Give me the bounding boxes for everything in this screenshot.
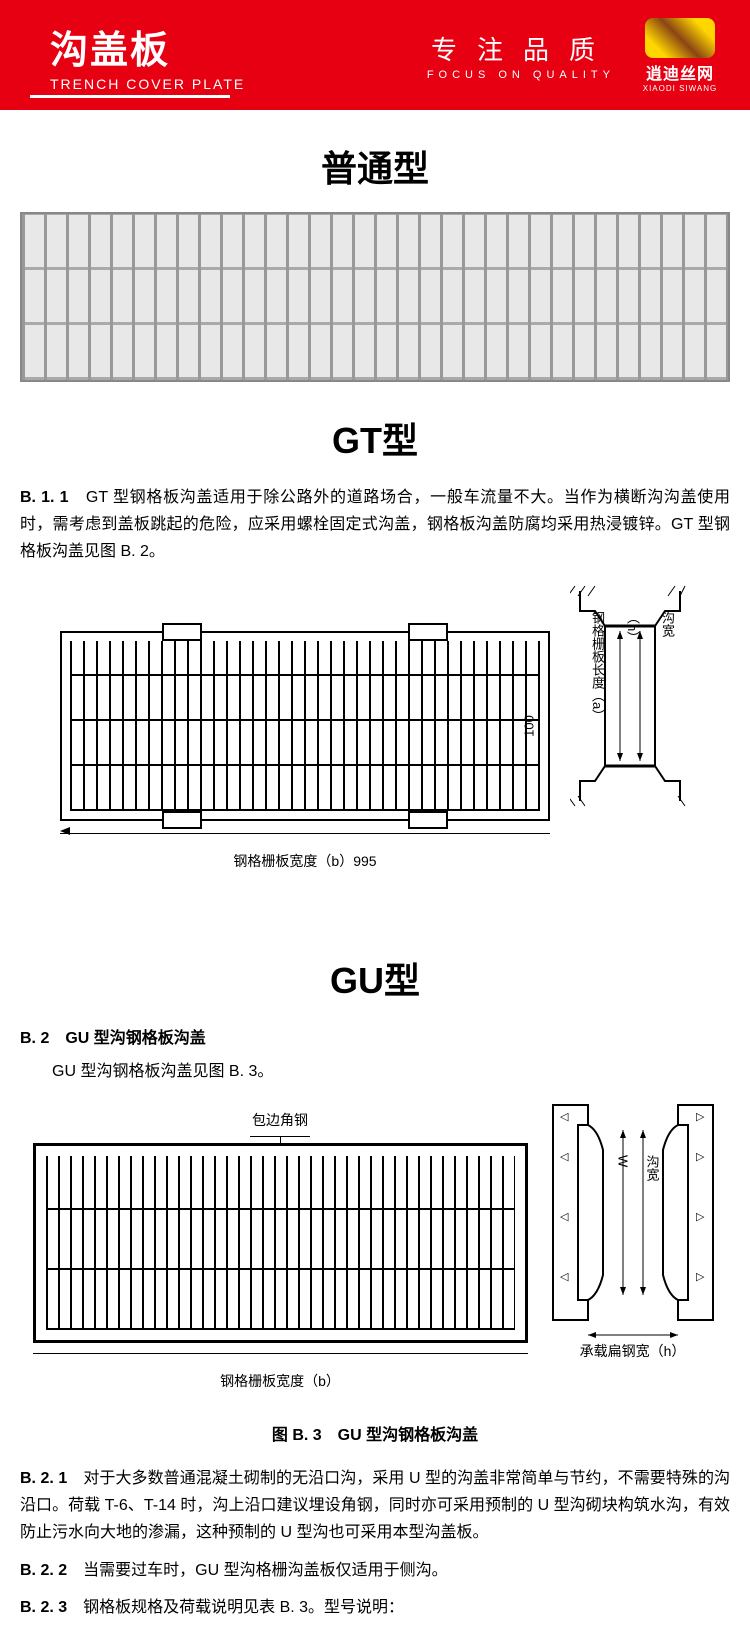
header-slogan-block: 专注品质 FOCUS ON QUALITY	[427, 30, 615, 81]
gu-dim-width: 钢格栅板宽度（b）	[33, 1371, 528, 1391]
slogan-cn: 专注品质	[427, 30, 615, 67]
gu-p1-text: 对于大多数普通混凝土砌制的无沿口沟，采用 U 型的沟盖非常简单与节约，不需要特殊…	[20, 1470, 730, 1541]
gt-handle-icon	[408, 811, 448, 829]
gu-head-ref: B. 2	[20, 1030, 49, 1047]
gu-grate-box	[33, 1143, 528, 1343]
header-left: 沟盖板 TRENCH COVER PLATE	[50, 19, 427, 92]
svg-text:▷: ▷	[696, 1271, 705, 1283]
gu-head-text: GU 型沟钢格板沟盖	[49, 1030, 205, 1047]
gu-p3-text: 钢格板规格及荷载说明见表 B. 3。型号说明：	[67, 1599, 404, 1616]
gu-ref-3: B. 2. 3	[20, 1599, 67, 1616]
gt-section-view: 钢格栅板长度（a） （h） 沟宽	[570, 581, 690, 922]
gu-paragraph-1: B. 2. 1 对于大多数普通混凝土砌制的无沿口沟，采用 U 型的沟盖非常简单与…	[0, 1465, 750, 1547]
gt-para1-text: GT 型钢格板沟盖适用于除公路外的道路场合，一般车流量不大。当作为横断沟沟盖使用…	[20, 489, 730, 560]
gu-diagram-row: 包边角钢 钢格栅板宽度（b） ◁◁ ◁◁ ▷▷ ▷▷	[0, 1100, 750, 1401]
svg-text:▷: ▷	[696, 1211, 705, 1223]
logo-dragon-icon	[645, 18, 715, 58]
gu-intro: GU 型沟钢格板沟盖见图 B. 3。	[0, 1058, 750, 1085]
gu-vlabel-w: W	[616, 1155, 631, 1181]
grate-photo-normal	[20, 212, 730, 382]
gt-vlabel-gw: 沟宽	[658, 611, 677, 722]
gu-angle-label: 包边角钢	[33, 1110, 528, 1130]
svg-text:▷: ▷	[696, 1111, 705, 1123]
gt-dim-width: 钢格栅板宽度（b）995	[60, 851, 550, 871]
gu-ref-1: B. 2. 1	[20, 1470, 67, 1487]
gu-grate-bars	[46, 1156, 515, 1330]
gu-paragraph-3: B. 2. 3 钢格板规格及荷载说明见表 B. 3。型号说明：	[0, 1594, 750, 1621]
gt-handle-icon	[162, 811, 202, 829]
title-cn: 沟盖板	[50, 19, 427, 74]
svg-text:◁: ◁	[560, 1111, 569, 1123]
logo: 逍迪丝网 XIAODI SIWANG	[630, 15, 730, 95]
gu-ref-2: B. 2. 2	[20, 1562, 67, 1579]
gt-ref-1: B. 1. 1	[20, 489, 69, 506]
logo-text-cn: 逍迪丝网	[646, 60, 714, 84]
gt-handle-icon	[162, 623, 202, 641]
section-title-gu: GU型	[0, 952, 750, 1004]
section-title-normal: 普通型	[0, 140, 750, 192]
gt-plan-view: 100 钢格栅板宽度（b）995	[60, 631, 550, 871]
gu-p2-text: 当需要过车时，GU 型沟格栅沟盖板仅适用于侧沟。	[67, 1562, 447, 1579]
gt-paragraph-1: B. 1. 1 GT 型钢格板沟盖适用于除公路外的道路场合，一般车流量不大。当作…	[0, 484, 750, 566]
section-title-gt: GT型	[0, 412, 750, 464]
gt-dim-100: 100	[522, 715, 537, 737]
gu-vlabel-gw: 沟宽	[643, 1155, 662, 1181]
gu-head: B. 2 GU 型沟钢格板沟盖	[0, 1024, 750, 1048]
gt-grate-bars	[70, 641, 540, 811]
gt-handle-icon	[408, 623, 448, 641]
svg-text:◁: ◁	[560, 1211, 569, 1223]
gu-paragraph-2: B. 2. 2 当需要过车时，GU 型沟格栅沟盖板仅适用于侧沟。	[0, 1557, 750, 1584]
gu-section-label: 承载扁钢宽（h）	[548, 1341, 718, 1361]
header-underline	[30, 95, 230, 98]
logo-text-en: XIAODI SIWANG	[643, 84, 718, 93]
svg-text:◁: ◁	[560, 1151, 569, 1163]
gu-section-view: ◁◁ ◁◁ ▷▷ ▷▷ W 沟宽 承载扁钢宽（h）	[548, 1100, 718, 1401]
slogan-en: FOCUS ON QUALITY	[427, 69, 615, 81]
svg-text:◁: ◁	[560, 1271, 569, 1283]
gu-plan-view: 包边角钢 钢格栅板宽度（b）	[33, 1110, 528, 1391]
gt-grate-box: 100	[60, 631, 550, 821]
gu-fig-caption: 图 B. 3 GU 型沟钢格板沟盖	[0, 1421, 750, 1445]
header-banner: 沟盖板 TRENCH COVER PLATE 专注品质 FOCUS ON QUA…	[0, 0, 750, 110]
gt-vlabel-h: （h）	[623, 611, 642, 722]
gt-vlabel-len: 钢格栅板长度（a）	[588, 611, 607, 722]
gt-diagram-row: 100 钢格栅板宽度（b）995 钢格栅板长度（a） （h） 沟宽	[0, 581, 750, 922]
title-en: TRENCH COVER PLATE	[50, 76, 427, 92]
gu-angle-pointer	[250, 1136, 310, 1137]
